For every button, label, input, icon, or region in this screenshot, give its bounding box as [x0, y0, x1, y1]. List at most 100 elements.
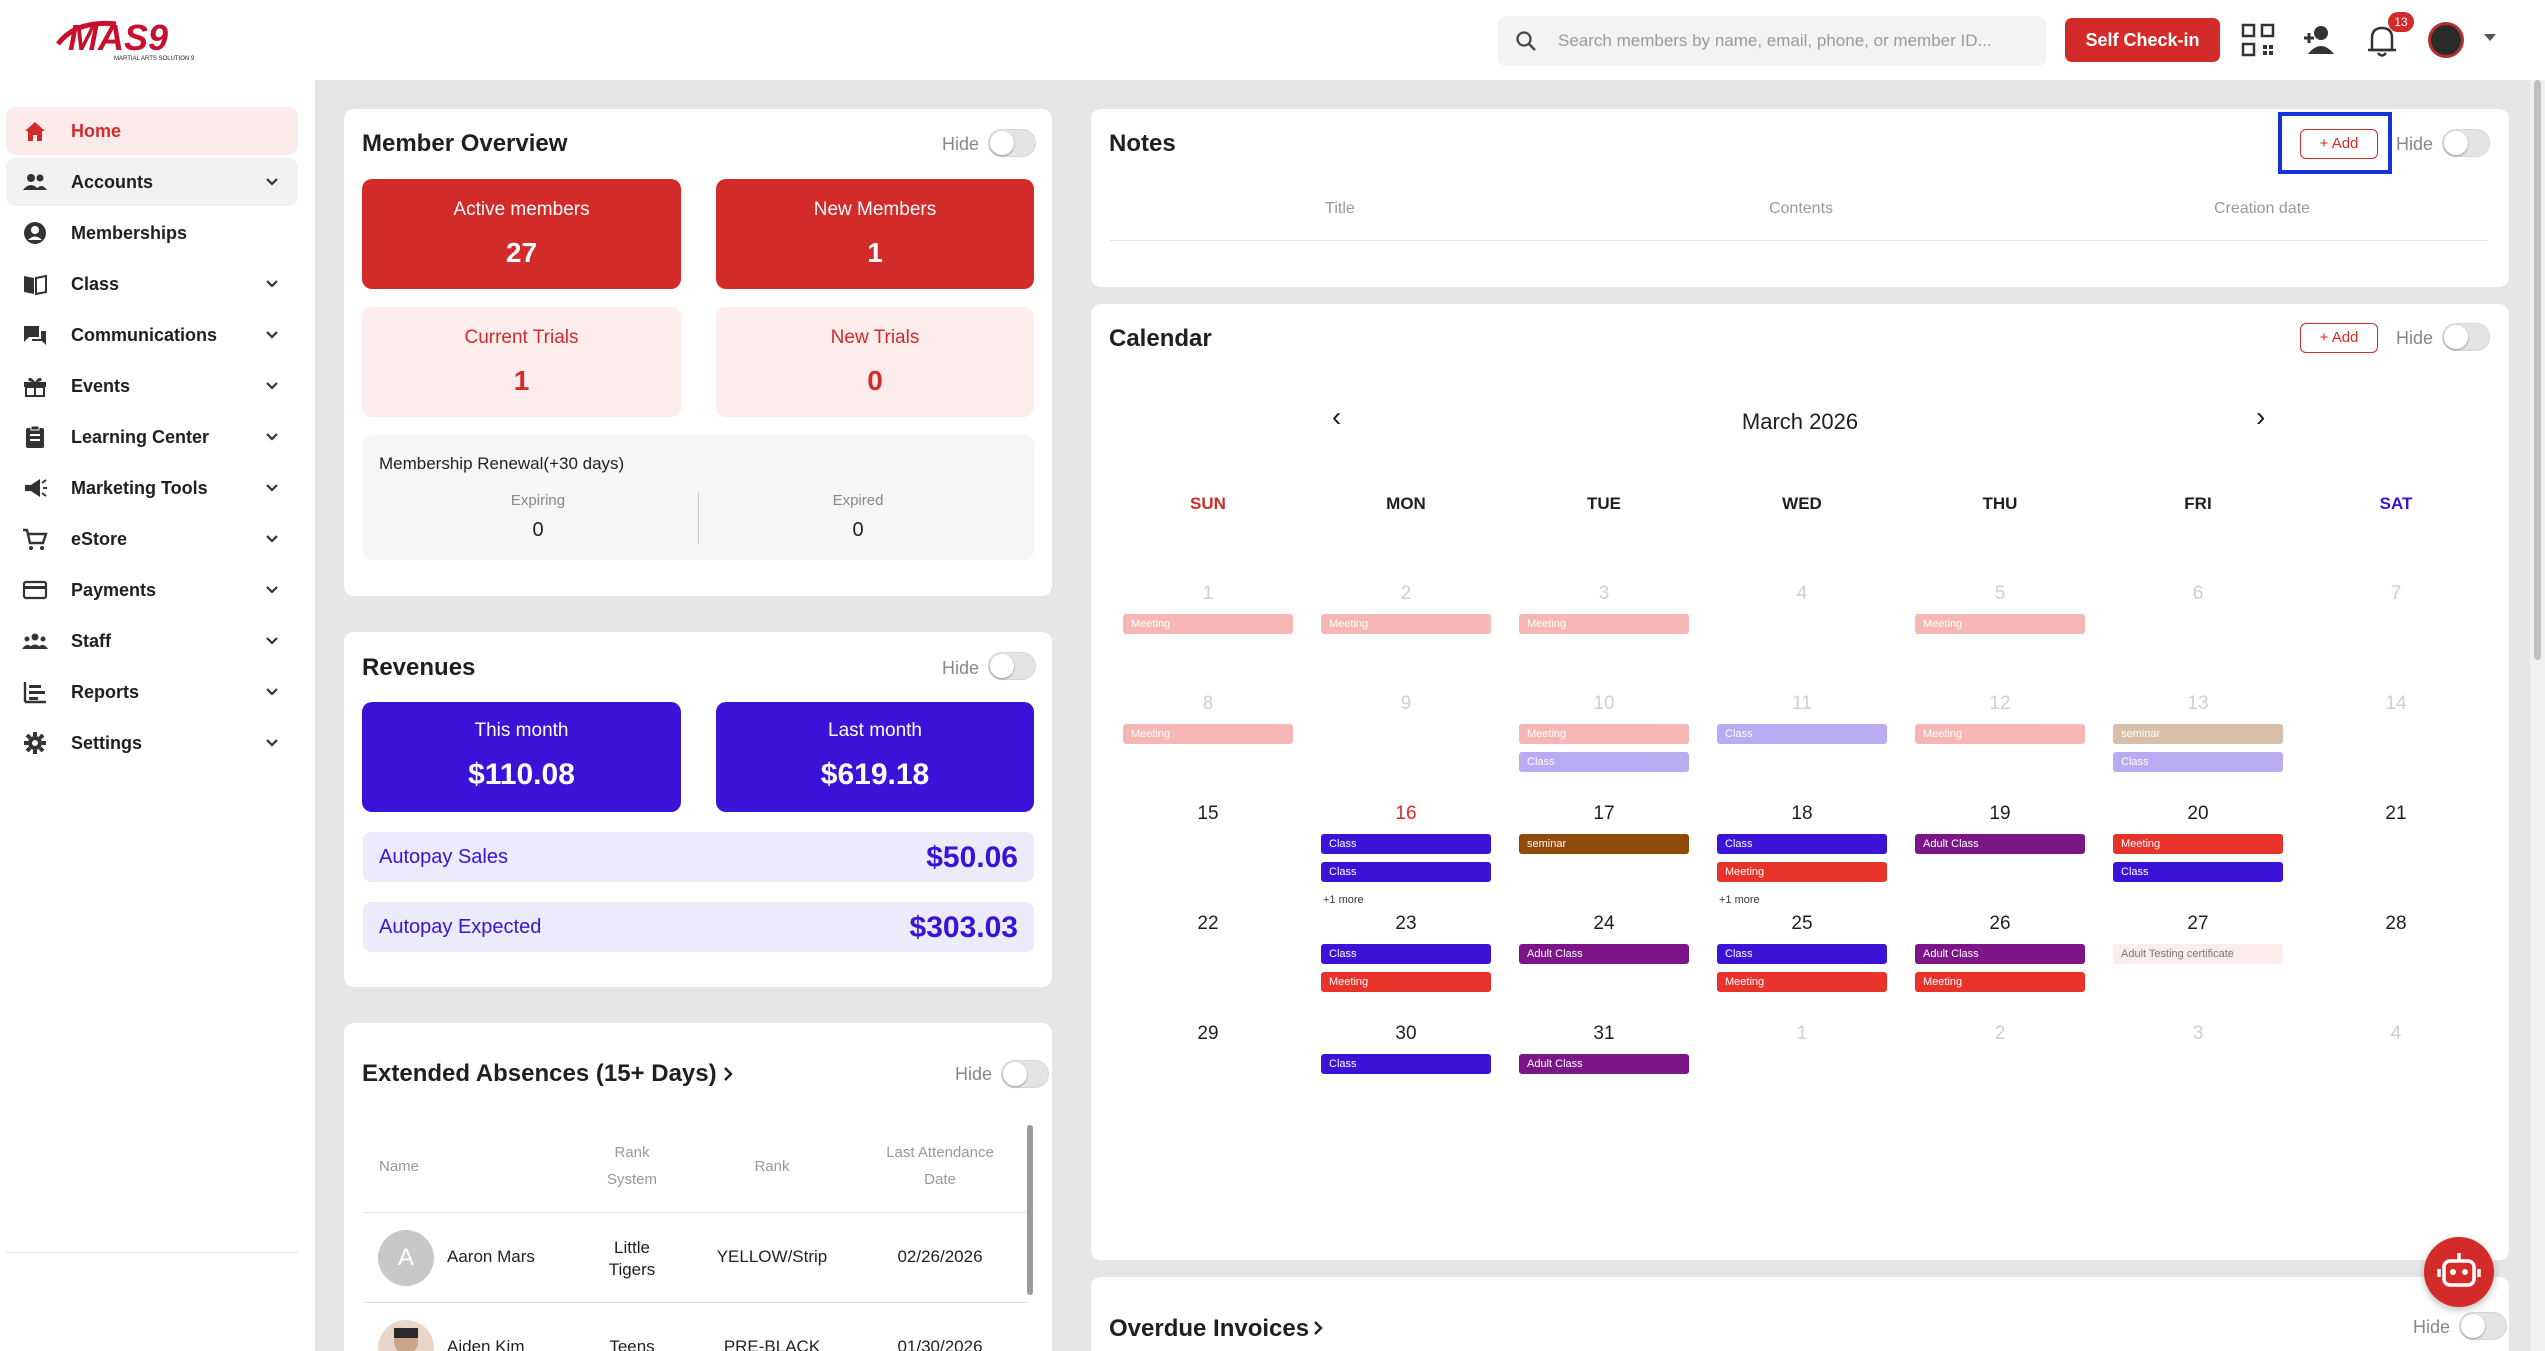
calendar-day[interactable]: 20 [2187, 803, 2209, 824]
calendar-day[interactable]: 4 [2390, 1023, 2402, 1044]
add-user-icon[interactable] [2300, 20, 2340, 60]
calendar-event-seminar[interactable]: seminar [1519, 834, 1689, 854]
sidebar-item-class[interactable]: Class [6, 260, 298, 308]
mas9-logo[interactable]: MAS9 MARTIAL ARTS SOLUTION 9 [56, 14, 236, 62]
sidebar-item-marketing-tools[interactable]: Marketing Tools [6, 464, 298, 512]
calendar-hide-toggle[interactable] [2442, 323, 2490, 351]
sidebar-item-learning-center[interactable]: Learning Center [6, 413, 298, 461]
calendar-event-meeting[interactable]: Meeting [1915, 614, 2085, 634]
sidebar-item-communications[interactable]: Communications [6, 311, 298, 359]
calendar-event-class[interactable]: Class [1321, 862, 1491, 882]
calendar-event-class[interactable]: Class [1519, 752, 1689, 772]
bell-icon[interactable] [2362, 20, 2402, 60]
new-trials-tile[interactable]: New Trials 0 [716, 307, 1034, 417]
calendar-event-adult-class[interactable]: Adult Class [1915, 944, 2085, 964]
calendar-day[interactable]: 24 [1593, 913, 1615, 934]
calendar-event-adult-testing[interactable]: Adult Testing certificate [2113, 944, 2283, 964]
scrollbar-thumb[interactable] [2534, 80, 2541, 660]
calendar-day[interactable]: 6 [2192, 583, 2204, 604]
sidebar-item-accounts[interactable]: Accounts [6, 158, 298, 206]
calendar-event-class[interactable]: Class [1321, 944, 1491, 964]
notes-hide-toggle[interactable] [2442, 129, 2490, 157]
sidebar-item-estore[interactable]: eStore [6, 515, 298, 563]
calendar-day[interactable]: 13 [2187, 693, 2209, 714]
table-scrollbar[interactable] [1027, 1125, 1033, 1295]
page-scrollbar[interactable] [2530, 80, 2545, 1351]
this-month-tile[interactable]: This month $110.08 [362, 702, 681, 812]
calendar-day[interactable]: 5 [1994, 583, 2006, 604]
calendar-day[interactable]: 4 [1796, 583, 1808, 604]
expiring-column[interactable]: Expiring 0 [388, 492, 688, 542]
calendar-day[interactable]: 7 [2390, 583, 2402, 604]
extended-absences-title[interactable]: Extended Absences (15+ Days) [362, 1060, 717, 1087]
sidebar-item-staff[interactable]: Staff [6, 617, 298, 665]
overdue-invoices-title[interactable]: Overdue Invoices [1109, 1315, 1310, 1342]
calendar-day[interactable]: 16 [1395, 803, 1417, 824]
overdue-hide-toggle[interactable] [2459, 1312, 2507, 1340]
calendar-day[interactable]: 31 [1593, 1023, 1615, 1044]
calendar-event-meeting[interactable]: Meeting [1915, 972, 2085, 992]
calendar-event-meeting[interactable]: Meeting [1915, 724, 2085, 744]
calendar-day[interactable]: 25 [1791, 913, 1813, 934]
calendar-day[interactable]: 9 [1400, 693, 1412, 714]
self-checkin-button[interactable]: Self Check-in [2065, 18, 2220, 62]
add-note-button[interactable]: + Add [2300, 129, 2378, 159]
calendar-day[interactable]: 30 [1395, 1023, 1417, 1044]
calendar-event-adult-class[interactable]: Adult Class [1519, 1054, 1689, 1074]
sidebar-item-payments[interactable]: Payments [6, 566, 298, 614]
calendar-day[interactable]: 27 [2187, 913, 2209, 934]
sidebar-item-settings[interactable]: Settings [6, 719, 298, 767]
member-overview-hide-toggle[interactable] [988, 129, 1036, 157]
calendar-event-adult-class[interactable]: Adult Class [1915, 834, 2085, 854]
calendar-day[interactable]: 15 [1197, 803, 1219, 824]
calendar-event-meeting[interactable]: Meeting [2113, 834, 2283, 854]
calendar-event-seminar[interactable]: seminar [2113, 724, 2283, 744]
calendar-day[interactable]: 28 [2385, 913, 2407, 934]
calendar-event-meeting[interactable]: Meeting [1123, 614, 1293, 634]
calendar-event-meeting[interactable]: Meeting [1717, 972, 1887, 992]
calendar-event-class[interactable]: Class [2113, 862, 2283, 882]
sidebar-item-reports[interactable]: Reports [6, 668, 298, 716]
more-events-link[interactable]: +1 more [1323, 894, 1364, 906]
calendar-day[interactable]: 14 [2385, 693, 2407, 714]
calendar-event-meeting[interactable]: Meeting [1321, 972, 1491, 992]
profile-avatar[interactable] [2428, 22, 2464, 58]
calendar-day[interactable]: 3 [2192, 1023, 2204, 1044]
calendar-day[interactable]: 2 [1400, 583, 1412, 604]
calendar-day[interactable]: 29 [1197, 1023, 1219, 1044]
calendar-event-meeting[interactable]: Meeting [1519, 614, 1689, 634]
calendar-day[interactable]: 3 [1598, 583, 1610, 604]
new-members-tile[interactable]: New Members 1 [716, 179, 1034, 289]
calendar-day[interactable]: 21 [2385, 803, 2407, 824]
autopay-sales-row[interactable]: Autopay Sales $50.06 [363, 832, 1034, 882]
calendar-event-class[interactable]: Class [1717, 724, 1887, 744]
current-trials-tile[interactable]: Current Trials 1 [362, 307, 681, 417]
calendar-day[interactable]: 8 [1202, 693, 1214, 714]
calendar-day[interactable]: 12 [1989, 693, 2011, 714]
member-name[interactable]: Aaron Mars [447, 1247, 535, 1266]
chat-assistant-button[interactable] [2424, 1237, 2494, 1307]
member-name[interactable]: Aiden Kim [447, 1337, 525, 1351]
calendar-event-adult-class[interactable]: Adult Class [1519, 944, 1689, 964]
calendar-event-class[interactable]: Class [1321, 834, 1491, 854]
more-events-link[interactable]: +1 more [1719, 894, 1760, 906]
chevron-right-icon[interactable] [720, 1064, 736, 1084]
prev-month-button[interactable]: ‹ [1332, 401, 1342, 432]
add-event-button[interactable]: + Add [2300, 323, 2378, 353]
calendar-day[interactable]: 1 [1796, 1023, 1808, 1044]
calendar-event-meeting[interactable]: Meeting [1519, 724, 1689, 744]
next-month-button[interactable]: › [2256, 401, 2266, 432]
calendar-event-class[interactable]: Class [1717, 834, 1887, 854]
search-bar[interactable]: Search members by name, email, phone, or… [1498, 16, 2046, 66]
calendar-event-meeting[interactable]: Meeting [1717, 862, 1887, 882]
chevron-right-icon[interactable] [1310, 1318, 1326, 1338]
absences-hide-toggle[interactable] [1001, 1060, 1049, 1088]
calendar-event-meeting[interactable]: Meeting [1123, 724, 1293, 744]
sidebar-item-events[interactable]: Events [6, 362, 298, 410]
profile-menu-caret-icon[interactable] [2484, 34, 2496, 41]
calendar-event-meeting[interactable]: Meeting [1321, 614, 1491, 634]
calendar-day[interactable]: 22 [1197, 913, 1219, 934]
sidebar-item-home[interactable]: Home [6, 107, 298, 155]
calendar-event-class[interactable]: Class [1717, 944, 1887, 964]
calendar-day[interactable]: 18 [1791, 803, 1813, 824]
